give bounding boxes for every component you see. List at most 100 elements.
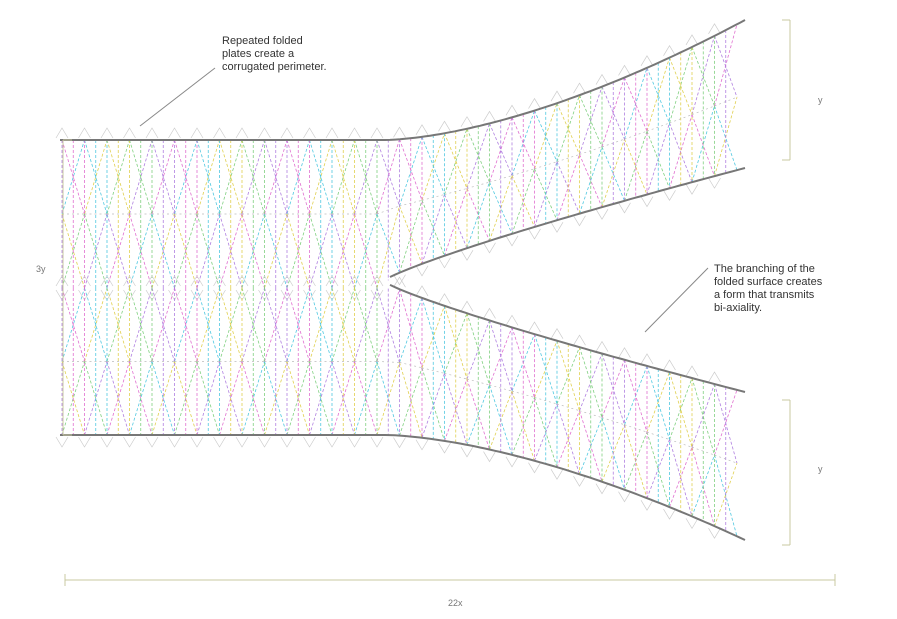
- fold-crest: [641, 500, 653, 510]
- fold-crest: [686, 35, 698, 45]
- fold-crest: [574, 83, 586, 93]
- fold-crest: [146, 437, 158, 447]
- annotation-line: bi-axiality.: [714, 302, 762, 314]
- dimension-label: 22x: [448, 598, 463, 608]
- fold-crest: [439, 294, 451, 304]
- fold-crest: [439, 258, 451, 268]
- leader-line: [645, 268, 708, 332]
- fold-crest: [371, 437, 383, 447]
- fold-crest: [416, 125, 428, 135]
- fold-crest: [529, 229, 541, 239]
- fold-line: [400, 200, 423, 272]
- folded-plate-pattern: [56, 20, 745, 540]
- fold-crest: [416, 266, 428, 276]
- annotation-line: a form that transmits: [714, 289, 815, 301]
- fold-line: [377, 214, 400, 273]
- center-line: [445, 373, 468, 379]
- fold-crest: [214, 128, 226, 138]
- dimension-label: 3y: [36, 264, 46, 274]
- fold-crest: [146, 128, 158, 138]
- fold-crest: [236, 128, 248, 138]
- page: {"annotations": [ {"lines": ["Repeated f…: [0, 0, 897, 614]
- fold-crest: [641, 197, 653, 207]
- perimeter-edge: [60, 20, 745, 140]
- center-line: [377, 362, 400, 363]
- fold-crest: [506, 236, 518, 246]
- fold-crest: [664, 509, 676, 519]
- fold-crest: [56, 437, 68, 447]
- fold-crest: [709, 178, 721, 188]
- fold-crest: [124, 437, 136, 447]
- fold-crest: [101, 128, 113, 138]
- annotation-line: The branching of the: [714, 263, 815, 275]
- fold-crest: [709, 528, 721, 538]
- leader-line: [140, 68, 215, 126]
- fold-crest: [484, 111, 496, 121]
- fold-crest: [484, 308, 496, 318]
- fold-crest: [529, 99, 541, 109]
- annotation: The branching of thefolded surface creat…: [714, 263, 823, 314]
- fold-crest: [686, 366, 698, 376]
- fold-crest: [619, 65, 631, 75]
- fold-crest: [461, 250, 473, 260]
- fold-crest: [214, 437, 226, 447]
- annotation-line: corrugated perimeter.: [222, 61, 327, 73]
- fold-crest: [551, 91, 563, 101]
- dimension-label: y: [818, 95, 823, 105]
- fold-crest: [641, 354, 653, 364]
- fold-crest: [79, 128, 91, 138]
- fold-crest: [461, 447, 473, 457]
- fold-crest: [551, 329, 563, 339]
- annotation-line: Repeated folded: [222, 35, 303, 47]
- fold-line: [445, 373, 468, 444]
- fold-crest: [506, 457, 518, 467]
- fold-crest: [101, 437, 113, 447]
- fold-crest: [686, 184, 698, 194]
- fold-crest: [394, 438, 406, 448]
- fold-crest: [619, 203, 631, 213]
- fold-crest: [596, 484, 608, 494]
- fold-crest: [169, 128, 181, 138]
- fold-crest: [529, 322, 541, 332]
- fold-crest: [619, 492, 631, 502]
- fold-crest: [371, 128, 383, 138]
- dimension-label: y: [818, 464, 823, 474]
- fold-crest: [664, 360, 676, 370]
- fold-crest: [394, 277, 406, 287]
- fold-crest: [191, 437, 203, 447]
- center-line: [647, 432, 670, 439]
- fold-crest: [191, 128, 203, 138]
- fold-crest: [439, 121, 451, 131]
- fold-crest: [551, 222, 563, 232]
- fold-crest: [709, 24, 721, 34]
- fold-crest: [641, 56, 653, 66]
- fold-crest: [416, 286, 428, 296]
- fold-crest: [596, 342, 608, 352]
- annotation: Repeated foldedplates create acorrugated…: [222, 35, 327, 73]
- fold-crest: [596, 209, 608, 219]
- fold-crest: [709, 372, 721, 382]
- fold-line: [670, 58, 693, 115]
- perimeter-edge: [390, 168, 745, 277]
- fold-crest: [259, 437, 271, 447]
- fold-crest: [484, 243, 496, 253]
- fold-crest: [304, 437, 316, 447]
- fold-line: [422, 195, 445, 264]
- fold-crest: [551, 469, 563, 479]
- fold-crest: [416, 440, 428, 450]
- fold-crest: [574, 335, 586, 345]
- fold-crest: [304, 128, 316, 138]
- fold-crest: [686, 518, 698, 528]
- fold-crest: [326, 128, 338, 138]
- diagram: 3y y y 22x Repeated foldedplates create …: [0, 0, 897, 614]
- fold-crest: [506, 105, 518, 115]
- fold-crest: [664, 190, 676, 200]
- perimeter-edge: [60, 435, 745, 540]
- fold-crest: [461, 301, 473, 311]
- fold-crest: [506, 315, 518, 325]
- fold-crest: [259, 128, 271, 138]
- fold-crest: [664, 46, 676, 56]
- center-line: [715, 455, 738, 463]
- fold-crest: [529, 463, 541, 473]
- fold-crest: [169, 437, 181, 447]
